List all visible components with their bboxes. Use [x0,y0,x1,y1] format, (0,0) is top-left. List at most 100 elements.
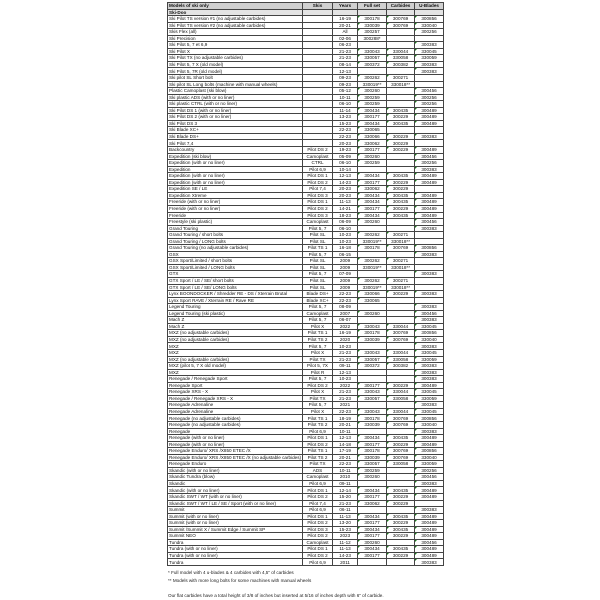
cell-indicator-icon [358,468,361,470]
cell-model: Tundra [166,558,304,566]
cell-indicator-icon [415,474,418,477]
cell-indicator-icon [387,409,390,411]
cell-indicator-icon [415,114,418,117]
table-row: Tundra (with or no liner) Pilot DS 2 14-23… [166,551,445,560]
table-row: MXZ (pilot 5, 7 X old model) Pilot 5, 7X 0… [166,362,445,370]
cell-indicator-icon [358,121,361,123]
cell-indicator-icon [358,448,361,451]
cell-indicator-icon [387,546,390,549]
cell-indicator-icon [358,415,361,418]
cell-indicator-icon [415,330,418,333]
cell-u-blades: 330040 [414,21,445,30]
cell-indicator-icon [387,520,390,523]
cell-indicator-icon [358,232,361,235]
cell-indicator-icon [415,16,418,19]
cell-u-blades: 300489 [414,204,445,213]
table-row: Freeride (with or no liner) Pilot DS 1 11-… [166,198,445,206]
cell-model: Backcountry [166,146,304,154]
cell-indicator-icon [415,95,418,97]
note-carbide-height: Our flat carbides have a total height of… [168,593,384,598]
cell-indicator-icon [415,546,418,549]
cell-indicator-icon [415,481,418,483]
table-row: Renegade Enduro/ XRS /X850 ETEC /X (no a… [166,453,445,462]
cell-full-set [357,558,388,566]
cell-u-blades: 300489 [414,211,445,220]
cell-indicator-icon [358,88,361,91]
cell-indicator-icon [415,68,418,71]
cell-indicator-icon [415,62,418,64]
cell-indicator-icon [415,363,418,366]
cell-indicator-icon [387,324,390,326]
cell-indicator-icon [387,193,390,195]
cell-indicator-icon [415,199,418,202]
table-row: Ski plastic ADS (with or no liner) 10-11 3… [166,93,445,102]
cell-indicator-icon [415,356,418,359]
cell-indicator-icon [387,75,390,78]
table-row: Renegade (with or no liner) Pilot DS 1 12-… [166,434,445,442]
cell-indicator-icon [387,396,390,398]
cell-indicator-icon [415,121,418,123]
cell-indicator-icon [358,533,361,536]
cell-indicator-icon [415,455,418,457]
cell-indicator-icon [358,154,361,156]
cell-u-blades: 300489 [414,146,445,154]
table-row: Ski pilot SL Long bolts (machine with ma… [166,80,445,89]
cell-indicator-icon [415,271,418,274]
table-row: Summit Pilot 6,9 06-11 300383 [166,506,445,514]
cell-u-blades: 300383 [414,558,445,566]
cell-indicator-icon [415,317,418,320]
table-row: Grand Touring (no adjustable carbides) Pi… [166,244,445,252]
cell-indicator-icon [387,245,390,248]
cell-u-blades: 300383 [414,224,445,233]
table-row: Expedition (with or no liner) CTRL 06-10 30… [166,159,445,167]
cell-u-blades: 300456 [414,152,445,161]
cell-indicator-icon [415,23,418,25]
table-row: Expedition SE / LE Pilot 7,4 20-23 330062 30… [166,185,445,193]
cell-indicator-icon [358,474,361,477]
cell-indicator-icon [415,154,418,156]
cell-indicator-icon [415,311,418,313]
cell-u-blades [414,237,445,246]
cell-u-blades [414,185,445,193]
cell-indicator-icon [415,409,418,411]
table-row: Tundra Pilot 6,9 2011 300383 [166,558,445,566]
cell-indicator-icon [358,258,361,261]
cell-indicator-icon [358,206,361,208]
cell-u-blades [414,126,445,134]
cell-indicator-icon [415,487,418,490]
cell-indicator-icon [415,55,418,58]
cell-indicator-icon [387,134,390,136]
table-row: Grand Touring / short bolts Pilot SL 10-23… [166,231,445,239]
cell-indicator-icon [387,49,390,51]
cell-indicator-icon [415,29,418,32]
cell-indicator-icon [415,180,418,182]
cell-indicator-icon [415,468,418,470]
cell-u-blades: 300856 [414,15,445,23]
table-row: Freeride Pilot DS 3 18-23 300434 300435 30048… [166,211,445,220]
cell-indicator-icon [387,55,390,58]
cell-indicator-icon [358,186,361,189]
table-row: MXZ Pilot 5, 7 10-23 300383 [166,342,445,350]
cell-indicator-icon [358,180,361,182]
table-row: Expedition Pilot 6,9 10-14 300383 [166,165,445,174]
cell-indicator-icon [387,494,390,497]
cell-indicator-icon [358,95,361,97]
cell-model: Expedition [166,165,304,174]
cell-u-blades: 300489 [414,198,445,206]
cell-indicator-icon [358,245,361,248]
cell-u-blades: 300489 [414,191,445,200]
cell-indicator-icon [415,461,418,464]
table-row: Freeride (with or no liner) Pilot DS 2 14-… [166,204,445,213]
cell-u-blades: 300489 [414,178,445,187]
cell-indicator-icon [358,461,361,464]
cell-u-blades: 300489 [414,172,445,180]
cell-indicator-icon [358,527,361,529]
cell-indicator-icon [358,193,361,195]
cell-indicator-icon [358,553,361,555]
cell-indicator-icon [358,298,361,300]
cell-indicator-icon [415,559,418,562]
cell-indicator-icon [415,422,418,424]
cell-indicator-icon [415,304,418,307]
cell-indicator-icon [415,212,418,215]
cell-indicator-icon [387,173,390,176]
